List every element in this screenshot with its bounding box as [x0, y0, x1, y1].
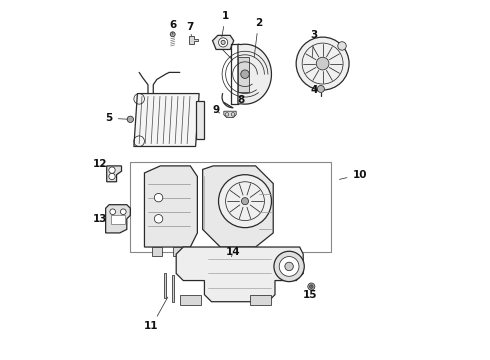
Circle shape	[242, 198, 248, 205]
Text: 4: 4	[310, 85, 318, 95]
Polygon shape	[107, 166, 122, 182]
Text: 13: 13	[93, 214, 107, 224]
Polygon shape	[134, 94, 199, 147]
Circle shape	[274, 251, 304, 282]
Circle shape	[285, 262, 294, 271]
Circle shape	[127, 116, 133, 122]
Polygon shape	[172, 247, 183, 256]
Polygon shape	[238, 44, 271, 104]
Bar	[172, 275, 174, 302]
Circle shape	[170, 32, 175, 37]
Circle shape	[318, 85, 324, 93]
Polygon shape	[180, 294, 201, 305]
Circle shape	[316, 57, 329, 70]
Polygon shape	[238, 57, 248, 92]
Circle shape	[308, 283, 315, 290]
Circle shape	[109, 167, 115, 173]
Circle shape	[154, 215, 163, 223]
Text: 14: 14	[225, 247, 240, 257]
Circle shape	[219, 175, 271, 228]
Bar	[130, 162, 331, 252]
Circle shape	[219, 38, 228, 47]
Circle shape	[110, 209, 116, 215]
Polygon shape	[210, 247, 224, 254]
Text: 12: 12	[93, 159, 107, 169]
Text: 8: 8	[232, 95, 245, 104]
Circle shape	[241, 70, 249, 78]
Circle shape	[154, 193, 163, 202]
Polygon shape	[176, 247, 303, 302]
Circle shape	[310, 285, 313, 288]
Text: 11: 11	[144, 297, 168, 332]
Circle shape	[221, 40, 225, 45]
Polygon shape	[196, 100, 204, 139]
Circle shape	[279, 257, 299, 276]
Polygon shape	[189, 36, 198, 44]
Polygon shape	[106, 205, 130, 233]
Polygon shape	[213, 35, 234, 49]
Text: 3: 3	[310, 30, 318, 57]
Polygon shape	[151, 247, 162, 256]
Text: 5: 5	[105, 113, 127, 123]
Polygon shape	[250, 294, 271, 305]
Text: 2: 2	[254, 18, 262, 57]
Circle shape	[121, 209, 126, 215]
Polygon shape	[203, 166, 273, 247]
Bar	[111, 215, 125, 224]
Text: 6: 6	[169, 20, 176, 34]
Polygon shape	[224, 111, 236, 118]
Text: 1: 1	[222, 11, 229, 37]
Text: 15: 15	[303, 286, 318, 300]
Polygon shape	[145, 166, 197, 247]
Text: 9: 9	[213, 105, 220, 116]
Text: 10: 10	[340, 170, 367, 180]
Bar	[164, 274, 166, 298]
Circle shape	[338, 42, 346, 50]
Circle shape	[296, 37, 349, 90]
Text: 7: 7	[187, 22, 194, 36]
Circle shape	[109, 173, 115, 180]
